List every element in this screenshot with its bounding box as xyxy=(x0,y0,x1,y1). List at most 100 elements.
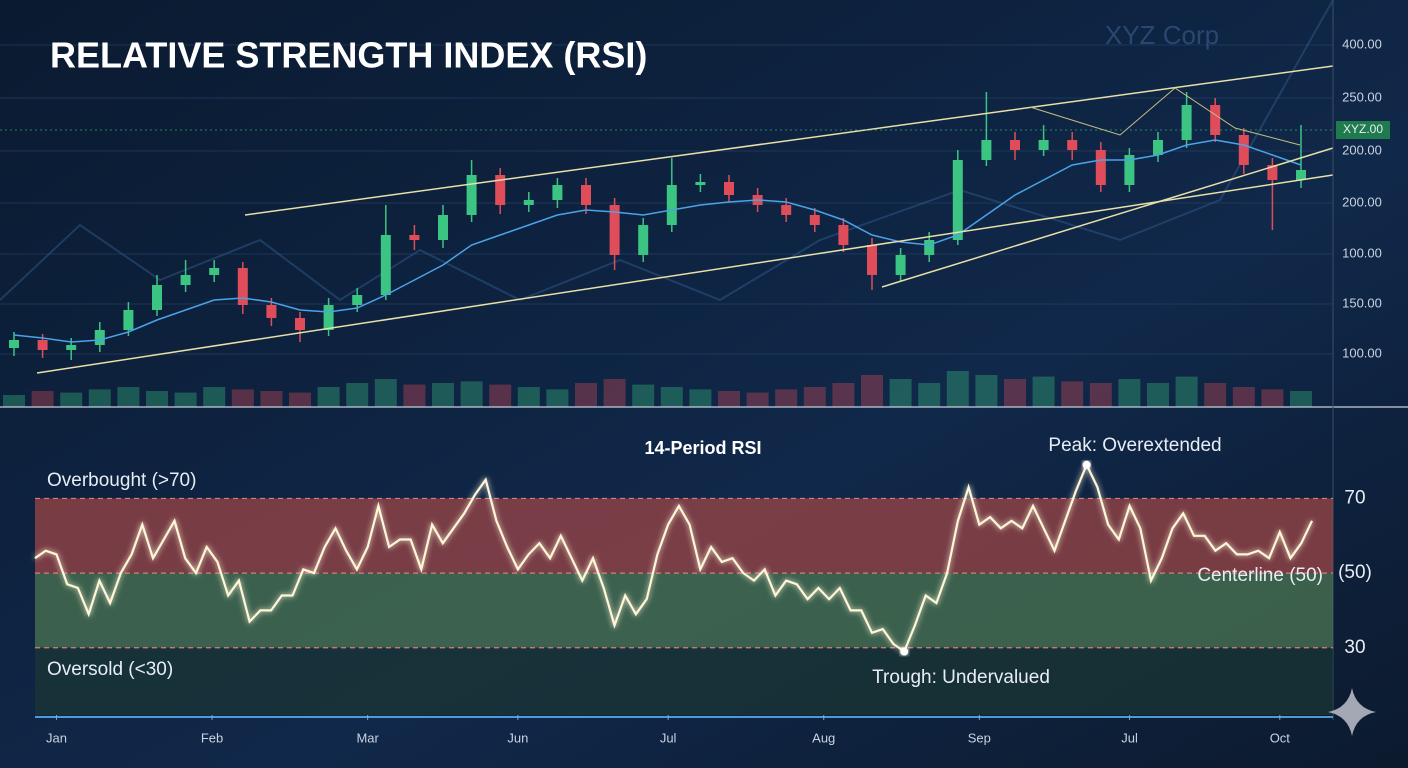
candle-body xyxy=(495,175,506,205)
price-tag-box xyxy=(1336,121,1390,139)
volume-bar xyxy=(918,383,941,407)
volume-bar xyxy=(1147,383,1169,407)
volume-bar xyxy=(1004,379,1026,407)
zone-label: Overbought (>70) xyxy=(47,470,196,491)
volume-bar xyxy=(660,387,683,407)
rsi-subtitle: 14-Period RSI xyxy=(644,438,761,458)
candle-body xyxy=(609,205,620,255)
candle-body xyxy=(1067,140,1078,150)
volume-bar xyxy=(603,379,626,407)
y-axis-label: 200.00 xyxy=(1342,194,1382,209)
x-tick-label: Jun xyxy=(507,730,528,745)
volume-bar xyxy=(1089,383,1112,407)
candle-body xyxy=(724,182,734,195)
extreme-marker xyxy=(1082,460,1091,469)
candle-body xyxy=(981,140,992,160)
candle-body xyxy=(666,185,677,225)
candle-body xyxy=(838,225,849,245)
watermark: XYZ Corp xyxy=(1105,20,1219,50)
x-tick-label: Jul xyxy=(660,730,677,745)
volume-bar xyxy=(575,383,597,407)
background-grid xyxy=(0,44,1333,355)
candle-body xyxy=(209,268,220,275)
candle-body xyxy=(380,235,391,295)
candle-body xyxy=(266,305,277,318)
volume-bar xyxy=(317,387,340,407)
zone-band xyxy=(35,498,1333,574)
y-axis-label: 100.00 xyxy=(1342,345,1382,360)
volume-bar xyxy=(432,383,454,407)
volume-bar xyxy=(460,381,483,407)
candle-body xyxy=(295,318,305,330)
x-tick-label: Mar xyxy=(356,730,379,745)
volume-bar xyxy=(889,379,912,407)
y-axis-label: 150.00 xyxy=(1342,295,1382,310)
candle-body xyxy=(9,340,19,348)
candle-body xyxy=(1267,165,1278,180)
volume-bar xyxy=(946,371,969,407)
x-tick-label: Jan xyxy=(46,730,67,745)
volume-bar xyxy=(3,395,25,407)
candle-body xyxy=(409,235,420,240)
sparkle-icon xyxy=(1328,688,1376,736)
chart-title: RELATIVE STRENGTH INDEX (RSI) xyxy=(50,35,647,76)
candle-body xyxy=(1238,135,1249,165)
candle-body xyxy=(123,310,134,330)
volume-bar xyxy=(1290,391,1312,407)
pattern-line xyxy=(1029,87,1301,146)
candle-body xyxy=(638,225,649,255)
x-tick-label: Sep xyxy=(968,730,991,745)
y-tick-label: 30 xyxy=(1344,637,1365,658)
candle-body xyxy=(438,215,448,240)
x-tick-label: Feb xyxy=(201,730,223,745)
y-axis-label: 250.00 xyxy=(1342,89,1382,104)
volume-bar xyxy=(1232,387,1255,407)
candle-body xyxy=(781,205,792,215)
trend-line xyxy=(244,65,1334,216)
zone-label: Oversold (<30) xyxy=(47,659,173,680)
volume-bar xyxy=(632,384,655,407)
candle-body xyxy=(94,330,105,345)
candle-body xyxy=(1124,155,1135,185)
ghost-line xyxy=(0,0,1334,302)
volume-bar xyxy=(1204,383,1227,407)
candle-body xyxy=(1010,140,1020,150)
candle-body xyxy=(924,240,935,255)
annotation: Trough: Undervalued xyxy=(872,667,1050,688)
rsi-line xyxy=(34,462,1313,654)
volume-bar xyxy=(31,391,54,407)
candle-body xyxy=(523,200,534,205)
trend-line xyxy=(36,174,1334,374)
volume-bar xyxy=(746,392,769,407)
volume-bar xyxy=(689,389,712,407)
volume-bar xyxy=(718,391,740,407)
volume-bar xyxy=(975,375,998,407)
candle-body xyxy=(1210,105,1221,135)
volume-bar xyxy=(174,392,197,407)
volume-bar xyxy=(88,389,111,407)
candle-body xyxy=(581,185,591,205)
volume-bar xyxy=(1175,376,1198,407)
volume-bar xyxy=(832,383,855,407)
moving-average xyxy=(13,139,1302,343)
volume-bar xyxy=(546,389,569,407)
candle-body xyxy=(952,160,963,240)
volume-bar xyxy=(117,387,140,407)
volume-bar xyxy=(1261,389,1284,407)
volume-bar xyxy=(1118,379,1141,407)
y-axis-label: 400.00 xyxy=(1342,36,1382,51)
volume-bar xyxy=(1032,376,1055,407)
volume-bar xyxy=(861,375,883,407)
x-tick-label: Aug xyxy=(812,730,835,745)
candle-body xyxy=(1153,140,1163,155)
zone-label: Centerline (50) xyxy=(1197,565,1323,586)
candle-body xyxy=(180,275,191,285)
zone-band xyxy=(35,573,1333,648)
candle-body xyxy=(1038,140,1049,150)
x-tick-label: Jul xyxy=(1121,730,1138,745)
y-axis-label: 100.00 xyxy=(1342,245,1382,260)
candle-body xyxy=(552,185,563,200)
volume-bar xyxy=(403,384,426,407)
candle-body xyxy=(1296,170,1306,180)
